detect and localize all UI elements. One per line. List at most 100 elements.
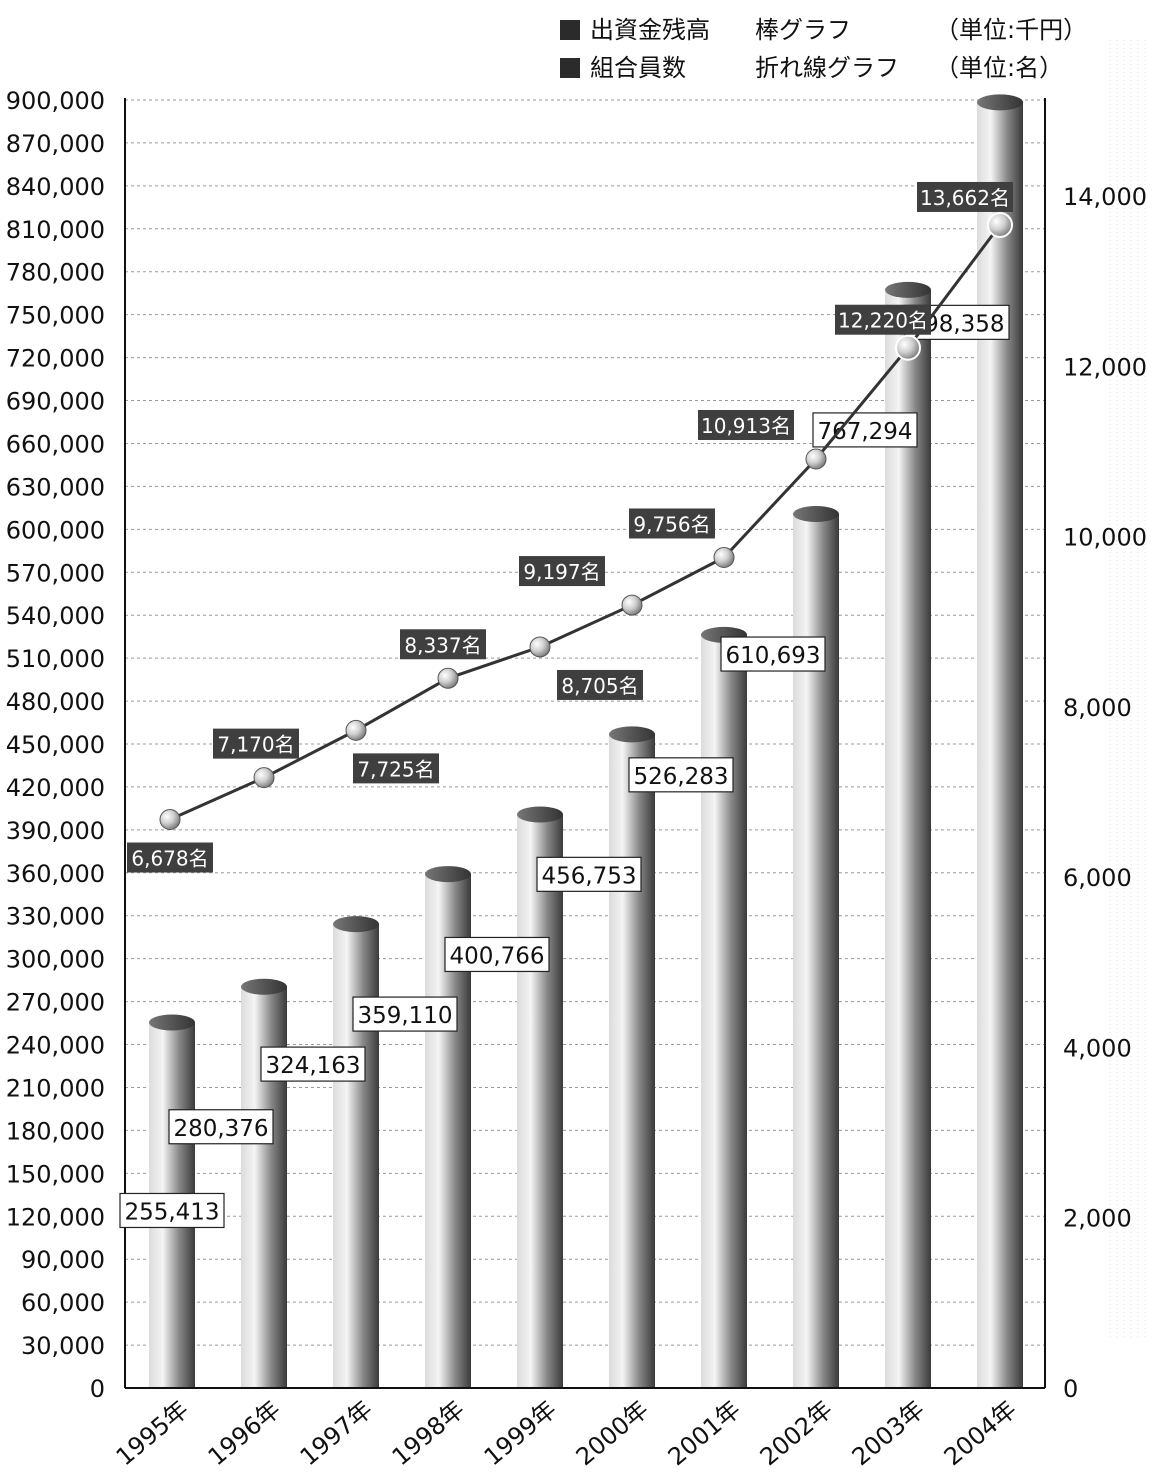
line-point bbox=[345, 719, 367, 741]
bar-label-text: 456,753 bbox=[541, 863, 636, 889]
line-label-box bbox=[835, 304, 931, 335]
bar-cap bbox=[793, 506, 839, 523]
legend-unit: （単位:名） bbox=[935, 54, 1064, 82]
line-data-label: 13,662名 bbox=[917, 181, 1013, 212]
bar-label-box bbox=[260, 1046, 366, 1082]
line-label-text: 7,170名 bbox=[217, 733, 294, 757]
legend-item-members: 組合員数 折れ線グラフ （単位:名） bbox=[560, 48, 1063, 83]
line-label-text: 8,705名 bbox=[561, 674, 638, 698]
bar-2001年 bbox=[701, 626, 747, 1388]
line-point bbox=[895, 334, 921, 361]
bar-cap bbox=[977, 94, 1023, 111]
y-left-tick-label: 630,000 bbox=[6, 473, 105, 501]
bar-cap bbox=[241, 978, 287, 995]
line-label-text: 10,913名 bbox=[701, 414, 791, 438]
line-label-box bbox=[557, 669, 643, 700]
y-left-tick-label: 510,000 bbox=[6, 645, 105, 673]
line-label-box bbox=[698, 409, 794, 440]
legend-label: 出資金残高 bbox=[590, 16, 710, 44]
y-left-tick-label: 900,000 bbox=[6, 87, 105, 115]
bar-label-text: 255,413 bbox=[124, 1199, 219, 1225]
y-left-tick-label: 360,000 bbox=[6, 860, 105, 888]
x-tick-label: 1997年 bbox=[295, 1395, 378, 1471]
line-data-label: 7,170名 bbox=[213, 728, 299, 759]
y-left-tick-label: 330,000 bbox=[6, 903, 105, 931]
y-right-tick-label: 8,000 bbox=[1063, 694, 1132, 722]
bar-label-box bbox=[352, 996, 458, 1032]
bar-data-label: 767,294 bbox=[812, 412, 918, 448]
line-label-box bbox=[353, 753, 439, 784]
y-left-tick-label: 480,000 bbox=[6, 688, 105, 716]
line-label-box bbox=[519, 556, 605, 587]
line-data-label: 12,220名 bbox=[835, 304, 931, 335]
x-tick-label: 2001年 bbox=[663, 1395, 746, 1471]
bar-cap bbox=[425, 866, 471, 883]
y-left-tick-label: 870,000 bbox=[6, 130, 105, 158]
line-data-label: 6,678名 bbox=[127, 842, 213, 873]
line-point bbox=[987, 211, 1013, 238]
bar-label-text: 610,693 bbox=[725, 643, 820, 669]
legend-unit: （単位:千円） bbox=[935, 16, 1088, 44]
legend-chart-type: 折れ線グラフ bbox=[755, 54, 899, 82]
line-label-text: 8,337名 bbox=[404, 633, 481, 657]
y-left-tick-label: 600,000 bbox=[6, 516, 105, 544]
y-left-tick-label: 60,000 bbox=[21, 1289, 105, 1317]
y-left-tick-label: 750,000 bbox=[6, 302, 105, 330]
line-data-label: 9,756名 bbox=[629, 508, 715, 539]
y-left-tick-label: 270,000 bbox=[6, 989, 105, 1017]
x-tick-label: 1998年 bbox=[387, 1395, 470, 1471]
y-left-tick-label: 720,000 bbox=[6, 345, 105, 373]
y-left-tick-label: 240,000 bbox=[6, 1032, 105, 1060]
bar-body bbox=[885, 289, 931, 1389]
y-right-tick-label: 12,000 bbox=[1063, 353, 1147, 381]
line-series-members bbox=[169, 224, 1002, 821]
bar-data-label: 280,376 bbox=[168, 1109, 274, 1145]
line-data-label: 10,913名 bbox=[698, 409, 794, 440]
line-label-box bbox=[213, 728, 299, 759]
legend-swatch bbox=[560, 20, 580, 40]
line-label-box bbox=[917, 181, 1013, 212]
bar-label-box bbox=[720, 636, 826, 672]
bar-body bbox=[333, 924, 379, 1388]
bar-2003年 bbox=[885, 281, 931, 1389]
y-left-tick-label: 840,000 bbox=[6, 173, 105, 201]
bar-label-box bbox=[444, 936, 550, 973]
y-left-tick-label: 120,000 bbox=[6, 1203, 105, 1231]
y-right-tick-label: 10,000 bbox=[1063, 524, 1147, 552]
bar-label-text: 324,163 bbox=[265, 1053, 360, 1079]
legend-item-investment: 出資金残高 棒グラフ （単位:千円） bbox=[560, 10, 1087, 45]
x-tick-label: 1995年 bbox=[111, 1395, 194, 1471]
x-tick-label: 2003年 bbox=[847, 1395, 930, 1471]
line-label-text: 7,725名 bbox=[357, 757, 434, 781]
bar-cap bbox=[517, 806, 563, 823]
x-tick-label: 1996年 bbox=[203, 1395, 286, 1471]
y-left-tick-label: 90,000 bbox=[21, 1246, 105, 1274]
bar-data-label: 255,413 bbox=[119, 1192, 225, 1229]
y-left-tick-label: 420,000 bbox=[6, 774, 105, 802]
y-right-tick-label: 2,000 bbox=[1063, 1205, 1132, 1233]
x-tick-label: 2004年 bbox=[939, 1395, 1022, 1471]
y-right-tick-label: 6,000 bbox=[1063, 864, 1132, 892]
bar-body bbox=[701, 634, 747, 1388]
bar-2000年 bbox=[609, 726, 655, 1388]
y-left-tick-label: 660,000 bbox=[6, 430, 105, 458]
bar-1997年 bbox=[333, 916, 379, 1388]
legend-swatch bbox=[560, 58, 580, 78]
x-tick-label: 2000年 bbox=[571, 1395, 654, 1471]
bar-cap bbox=[333, 916, 379, 933]
y-left-tick-label: 210,000 bbox=[6, 1074, 105, 1102]
y-left-tick-label: 570,000 bbox=[6, 559, 105, 587]
line-point bbox=[529, 636, 551, 658]
y-left-tick-label: 30,000 bbox=[21, 1332, 105, 1360]
line-point bbox=[713, 546, 735, 568]
bar-label-box bbox=[536, 856, 642, 892]
line-data-label: 8,705名 bbox=[557, 669, 643, 700]
bar-body bbox=[609, 734, 655, 1388]
bar-data-label: 324,163 bbox=[260, 1046, 366, 1082]
line-label-box bbox=[629, 508, 715, 539]
y-left-tick-label: 150,000 bbox=[6, 1160, 105, 1188]
line-label-box bbox=[127, 842, 213, 873]
y-left-tick-label: 780,000 bbox=[6, 259, 105, 287]
